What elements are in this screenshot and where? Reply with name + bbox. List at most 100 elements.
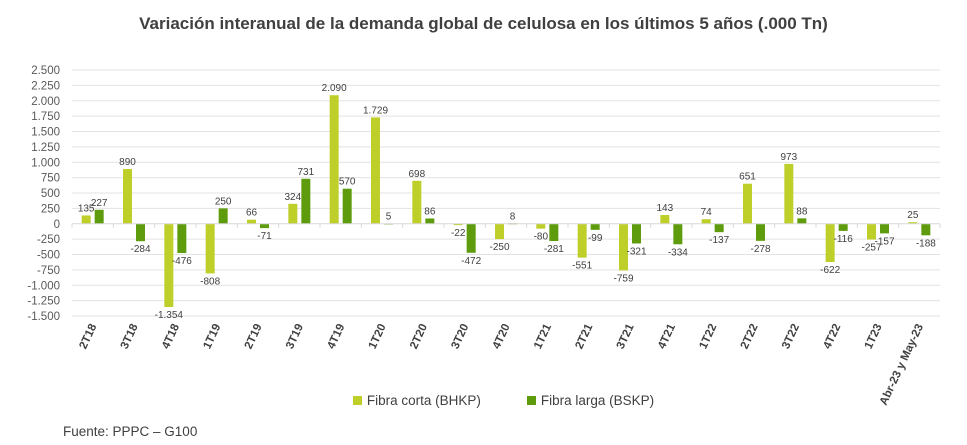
bar-fibra-corta	[329, 95, 339, 224]
x-category-label: 2T19	[243, 322, 265, 351]
y-axis-ticks: 2.500 2.250 2.000 1.750 1.500 1.250 1.000 750 50…	[27, 65, 60, 323]
x-category-label: 1T22	[697, 322, 719, 351]
bar-fibra-larga	[425, 218, 435, 224]
bar-fibra-corta	[908, 222, 918, 224]
bar-fibra-corta	[412, 180, 422, 224]
zero-axis	[71, 223, 941, 228]
x-category-label: 4T19	[325, 322, 347, 351]
x-category-label: 3T21	[615, 322, 637, 351]
bar-fibra-larga	[921, 223, 931, 236]
x-category-label: 1T23	[863, 322, 885, 351]
data-label: -250	[489, 242, 509, 253]
y-tick-label: 2.000	[31, 96, 60, 108]
bar-fibra-corta	[81, 215, 91, 224]
bar-fibra-larga	[549, 223, 559, 242]
bar-fibra-larga	[590, 223, 600, 230]
data-label: 86	[424, 206, 436, 217]
y-tick-label: 0	[54, 219, 60, 231]
data-label: -284	[130, 244, 150, 255]
source-note: Fuente: PPPC – G100	[63, 424, 198, 439]
legend-label-fibra-corta: Fibra corta (BHKP)	[366, 393, 481, 408]
x-category-label: 1T21	[532, 322, 554, 351]
legend: Fibra corta (BHKP) Fibra larga (BSKP)	[0, 393, 967, 408]
bar-fibra-corta	[660, 214, 670, 224]
data-label: -80	[534, 232, 549, 243]
bar-fibra-corta	[825, 223, 835, 263]
x-category-label: 2T20	[408, 322, 430, 351]
data-label: -1.354	[155, 310, 184, 321]
data-label: 2.090	[322, 83, 347, 94]
bar-fibra-corta	[784, 163, 794, 224]
data-label: -808	[200, 276, 220, 287]
x-category-label: 1T20	[367, 322, 389, 351]
y-tick-label: 750	[41, 173, 60, 185]
bar-fibra-larga	[466, 223, 476, 253]
data-label: -321	[626, 246, 646, 257]
x-category-label: 2T21	[573, 322, 595, 351]
y-tick-label: -500	[37, 250, 60, 262]
bar-fibra-larga	[136, 223, 145, 242]
data-label: -551	[572, 261, 592, 272]
data-label: -157	[874, 236, 894, 247]
x-category-label: 3T19	[284, 322, 306, 351]
x-category-label: 4T22	[821, 322, 843, 351]
y-tick-label: 1.000	[31, 157, 60, 169]
data-label: 66	[246, 208, 258, 219]
x-category-label: 1T19	[201, 322, 223, 351]
data-label: -622	[820, 265, 840, 276]
data-label: 324	[284, 192, 301, 203]
data-label: 8	[510, 211, 516, 222]
bar-fibra-larga	[714, 223, 724, 233]
bar-fibra-larga	[632, 223, 641, 244]
data-label: 227	[91, 198, 108, 209]
bar-fibra-larga	[880, 223, 889, 234]
bar-fibra-corta	[619, 223, 628, 271]
bar-fibra-corta	[164, 223, 174, 308]
y-tick-label: 500	[41, 188, 60, 200]
bar-fibra-corta	[495, 223, 504, 240]
data-label: -278	[750, 244, 770, 255]
legend-item-fibra-larga[interactable]: Fibra larga (BSKP)	[526, 393, 654, 408]
y-tick-label: 2.500	[31, 65, 60, 77]
bar-fibra-corta	[701, 219, 711, 224]
legend-item-fibra-corta[interactable]: Fibra corta (BHKP)	[352, 393, 481, 408]
data-label: -476	[172, 256, 192, 267]
data-label: 143	[656, 203, 673, 214]
data-label: 25	[907, 210, 919, 221]
x-category-label: 2T18	[77, 322, 99, 351]
y-tick-label: -1.000	[27, 280, 60, 292]
data-label: -334	[668, 247, 688, 258]
bar-fibra-larga	[797, 218, 807, 224]
bar-fibra-larga	[94, 209, 104, 224]
chart-title: Variación interanual de la demanda globa…	[139, 14, 828, 33]
data-label: 973	[780, 152, 797, 163]
bar-fibra-larga	[260, 223, 269, 229]
x-category-label: 3T20	[449, 322, 471, 351]
y-tick-label: -1.500	[27, 311, 60, 323]
data-label: 5	[386, 211, 392, 222]
data-label: -188	[916, 238, 936, 249]
data-labels: 135890-1.354-808663242.0901.729698-22-25…	[78, 83, 936, 321]
data-label: -759	[613, 273, 633, 284]
data-label: 135	[78, 203, 95, 214]
data-label: 250	[215, 196, 232, 207]
bar-fibra-corta	[247, 219, 256, 224]
x-category-label: 3T22	[780, 322, 802, 351]
bar-fibra-corta	[536, 223, 546, 229]
y-tick-label: 1.250	[31, 142, 60, 154]
bar-fibra-larga	[756, 223, 765, 241]
y-tick-label: -750	[37, 265, 60, 277]
data-label: -257	[861, 243, 881, 254]
data-label: 651	[739, 172, 756, 183]
data-label: -137	[709, 235, 729, 246]
data-label: -71	[257, 231, 272, 242]
y-tick-label: 2.250	[31, 80, 60, 92]
data-label: -116	[834, 234, 854, 245]
data-label: 698	[408, 169, 425, 180]
data-label: 570	[339, 177, 356, 188]
bar-fibra-larga	[177, 223, 187, 254]
data-label: 890	[119, 157, 136, 168]
bars	[81, 95, 931, 308]
legend-swatch-fibra-larga	[526, 396, 536, 405]
